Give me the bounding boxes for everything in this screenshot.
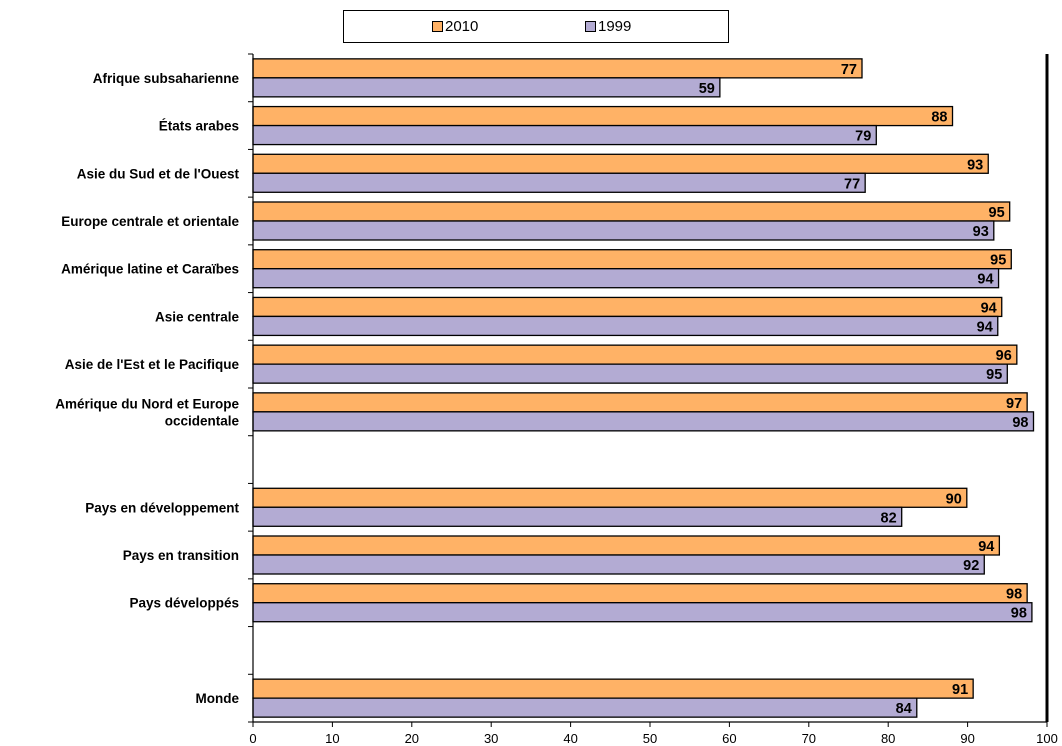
data-label-1999-1: 79 [855, 129, 871, 145]
data-label-1999-3: 93 [973, 224, 989, 240]
x-tick-label-30: 30 [484, 731, 498, 746]
data-label-1999-4: 94 [977, 272, 993, 288]
bar-1999-7 [252, 411, 1035, 432]
bar-1999-3 [252, 220, 995, 241]
bar-2010-5 [252, 296, 1003, 318]
data-label-1999-7: 98 [1012, 415, 1028, 431]
data-label-2010-7: 97 [1006, 396, 1022, 412]
bar-1999-1 [252, 124, 877, 146]
bar-1999-10 [252, 554, 985, 575]
x-tick-label-90: 90 [960, 731, 974, 746]
x-tick-label-10: 10 [325, 731, 339, 746]
data-label-2010-9: 90 [946, 491, 962, 507]
category-label-7-1: occidentale [165, 413, 240, 428]
x-tick-label-100: 100 [1036, 731, 1058, 746]
legend-item-1999: 1999 [585, 18, 631, 35]
bar-1999-11 [252, 602, 1033, 623]
category-label-4: Amérique latine et Caraïbes [61, 262, 239, 277]
data-label-2010-4: 95 [990, 253, 1006, 269]
category-label-10: Pays en transition [123, 548, 239, 563]
bar-2010-2 [252, 153, 989, 174]
bar-1999-0 [252, 77, 721, 98]
data-label-1999-0: 59 [699, 81, 715, 97]
category-label-6: Asie de l'Est et le Pacifique [65, 357, 240, 372]
x-tick-label-70: 70 [802, 731, 816, 746]
bar-2010-11 [252, 583, 1028, 604]
category-label-7-0: Amérique du Nord et Europe [55, 396, 239, 411]
bar-1999-6 [252, 363, 1008, 384]
category-label-1: États arabes [159, 119, 239, 134]
x-tick-label-80: 80 [881, 731, 895, 746]
data-label-1999-13: 84 [896, 701, 912, 717]
bar-2010-9 [252, 487, 968, 508]
data-label-2010-2: 93 [967, 157, 983, 173]
category-label-5: Asie centrale [155, 309, 240, 324]
category-label-2: Asie du Sud et de l'Ouest [77, 166, 240, 181]
data-label-2010-3: 95 [989, 205, 1005, 221]
x-tick-label-50: 50 [643, 731, 657, 746]
data-label-2010-13: 91 [952, 682, 968, 698]
category-label-13: Monde [196, 691, 240, 706]
data-label-1999-11: 98 [1011, 606, 1027, 622]
category-label-11: Pays développés [129, 596, 239, 611]
category-label-3: Europe centrale et orientale [61, 214, 239, 229]
data-label-1999-5: 94 [977, 319, 993, 335]
legend-item-2010: 2010 [432, 18, 478, 35]
data-label-1999-2: 77 [844, 176, 860, 192]
bar-2010-7 [252, 392, 1028, 413]
x-tick-label-40: 40 [563, 731, 577, 746]
data-label-2010-10: 94 [978, 539, 994, 555]
category-label-0: Afrique subsaharienne [93, 71, 240, 86]
data-label-2010-5: 94 [981, 300, 997, 316]
data-label-1999-6: 95 [986, 367, 1002, 383]
category-label-9: Pays en développement [85, 500, 239, 515]
legend-label-2010: 2010 [445, 18, 479, 35]
data-label-1999-10: 92 [963, 558, 979, 574]
x-tick-label-60: 60 [722, 731, 736, 746]
data-label-2010-11: 98 [1006, 587, 1022, 603]
bar-1999-5 [252, 315, 999, 337]
chart-legend: 2010 1999 [343, 10, 729, 43]
data-label-2010-0: 77 [841, 62, 857, 78]
bar-2010-0 [252, 58, 863, 79]
legend-swatch-1999 [585, 20, 596, 32]
bar-2010-13 [252, 678, 974, 699]
bar-2010-10 [252, 535, 1001, 556]
bar-1999-9 [252, 506, 903, 527]
bar-2010-4 [252, 249, 1012, 270]
bar-1999-13 [252, 697, 918, 718]
x-tick-label-0: 0 [249, 731, 256, 746]
data-label-2010-6: 96 [996, 348, 1012, 364]
bar-1999-4 [252, 268, 1000, 289]
bar-2010-6 [252, 344, 1018, 365]
bar-1999-2 [252, 172, 866, 193]
data-label-2010-1: 88 [931, 110, 947, 126]
bar-2010-3 [252, 201, 1011, 222]
legend-label-1999: 1999 [598, 18, 632, 35]
data-label-1999-9: 82 [881, 510, 897, 526]
bar-2010-1 [252, 105, 954, 127]
x-tick-label-20: 20 [405, 731, 419, 746]
legend-swatch-2010 [432, 20, 443, 32]
